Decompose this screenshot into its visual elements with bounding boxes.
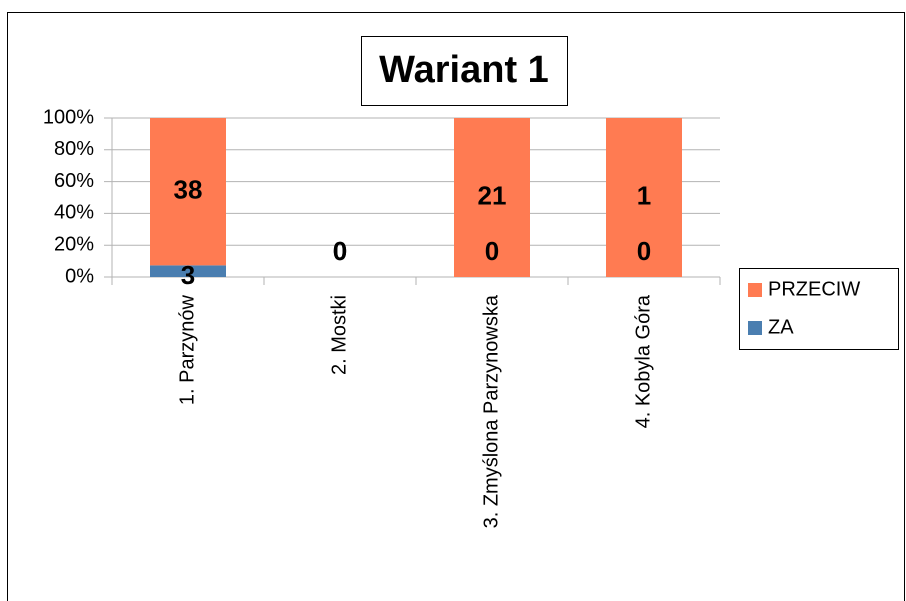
y-tick-label: 60% <box>54 170 94 192</box>
y-tick-label: 40% <box>54 202 94 224</box>
bar-segment <box>150 265 226 277</box>
x-tick-label: 1. Parzynów <box>176 294 198 405</box>
data-label: 0 <box>485 236 499 266</box>
y-tick-label: 80% <box>54 138 94 160</box>
legend-swatch <box>748 321 762 335</box>
x-tick-label: 4. Kobyla Góra <box>632 294 654 428</box>
data-label: 0 <box>333 236 347 266</box>
y-tick-label: 100% <box>43 106 94 128</box>
bar-segment <box>454 118 530 277</box>
bar-segment <box>150 118 226 266</box>
chart-frame <box>7 12 905 601</box>
data-label: 0 <box>333 236 347 266</box>
data-label: 21 <box>478 180 507 210</box>
data-label: 38 <box>174 175 203 205</box>
y-tick-label: 20% <box>54 233 94 255</box>
legend-label: PRZECIW <box>768 278 860 300</box>
bar-segment <box>606 118 682 277</box>
data-label: 3 <box>181 260 195 290</box>
chart-title: Wariant 1 <box>379 49 549 91</box>
legend-swatch <box>748 283 762 297</box>
x-tick-label: 3. Zmyślona Parzynowska <box>480 294 502 528</box>
data-label: 0 <box>637 236 651 266</box>
x-tick-label: 2. Mostki <box>328 295 350 375</box>
data-label: 1 <box>637 180 651 210</box>
title-box <box>361 36 568 106</box>
legend-label: ZA <box>768 316 794 338</box>
y-tick-label: 0% <box>65 265 94 287</box>
legend-box <box>739 268 899 350</box>
